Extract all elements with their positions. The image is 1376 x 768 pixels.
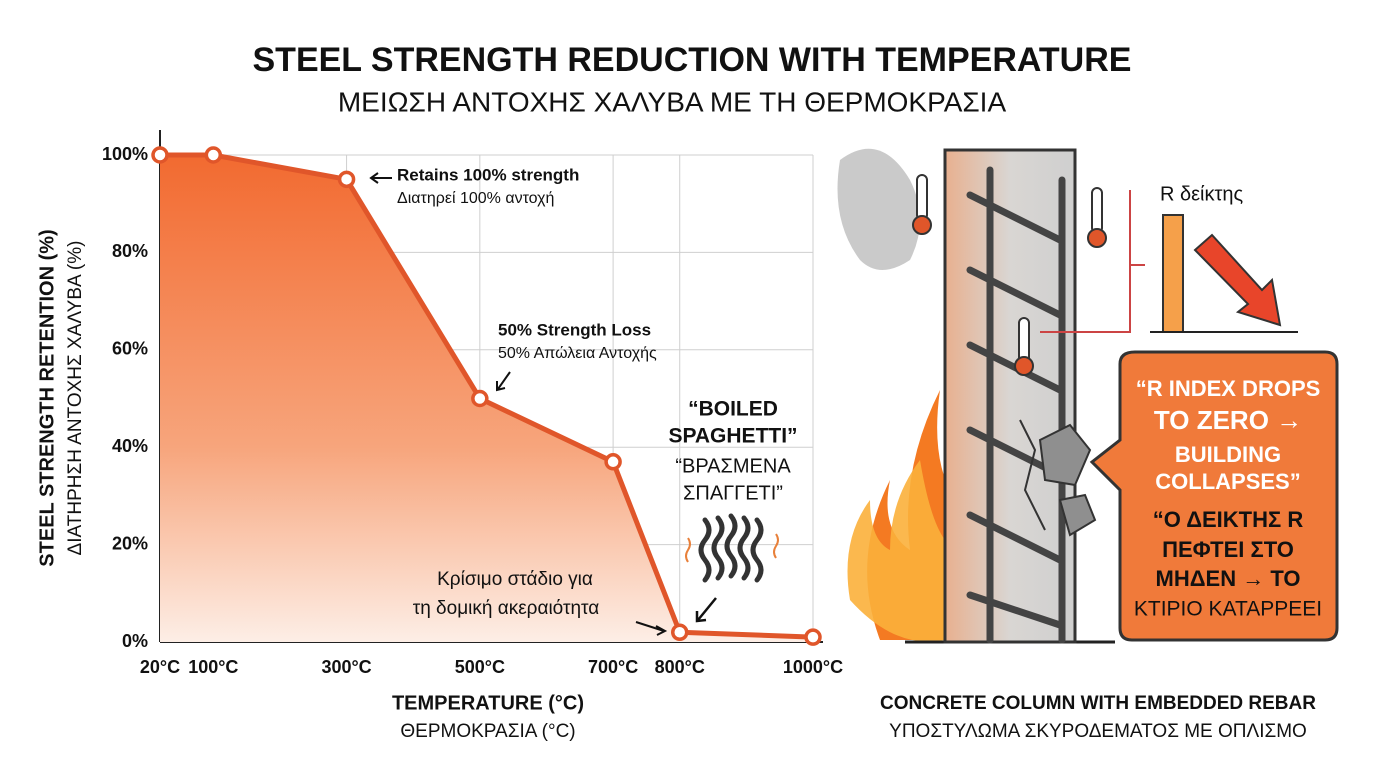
- annotation: SPAGHETTI”: [668, 425, 797, 448]
- callout-box: [1089, 350, 1339, 642]
- y-tick-label: 40%: [112, 436, 148, 456]
- x-axis-title: TEMPERATURE (°C): [392, 692, 584, 714]
- thermometer: [912, 174, 1107, 376]
- arrow: [496, 371, 511, 392]
- callout-line: ΠΕΦΤΕΙ ΣΤΟ: [1162, 537, 1294, 562]
- r-index-bar: [1162, 214, 1184, 333]
- data-point: [151, 146, 169, 164]
- data-point: [670, 623, 689, 642]
- data-point: [804, 628, 822, 646]
- x-tick-label: 100°C: [188, 657, 238, 677]
- x-axis-subtitle: ΘΕΡΜΟΚΡΑΣΙΑ (°C): [400, 721, 575, 742]
- callout-line: COLLAPSES”: [1155, 469, 1300, 494]
- down-arrow: [1193, 233, 1282, 327]
- annotation: ΣΠΑΓΓΕΤΙ”: [683, 482, 783, 504]
- annotation: “BOILED: [688, 398, 778, 421]
- annotation: Retains 100% strength: [397, 165, 579, 184]
- y-tick-label: 60%: [112, 339, 148, 359]
- y-tick-label: 0%: [122, 631, 148, 651]
- title: STEEL STRENGTH REDUCTION WITH TEMPERATUR…: [253, 41, 1132, 79]
- annotation: τη δομική ακεραιότητα: [413, 598, 600, 619]
- callout-line: ΜΗΔΕΝ → ΤΟ: [1156, 566, 1301, 591]
- caption-secondary: ΥΠΟΣΤΥΛΩΜΑ ΣΚΥΡΟΔΕΜΑΤΟΣ ΜΕ ΟΠΛΙΣΜΟ: [889, 721, 1307, 742]
- steam: [685, 533, 779, 563]
- flame: [847, 460, 945, 642]
- area: [160, 155, 813, 642]
- x-tick-label: 800°C: [655, 657, 705, 677]
- annotation: “ΒΡΑΣΜΕΝΑ: [675, 455, 791, 477]
- arrow: [635, 621, 668, 636]
- annotation: 50% Strength Loss: [498, 320, 651, 339]
- y-tick-label: 100%: [102, 144, 148, 164]
- x-tick-label: 300°C: [321, 657, 371, 677]
- x-tick-label: 1000°C: [783, 657, 843, 677]
- x-tick-label: 20°C: [140, 657, 180, 677]
- annotation: Διατηρεί 100% αντοχή: [397, 190, 554, 207]
- callout-line: BUILDING: [1175, 442, 1281, 467]
- callout-line: “Ο ΔΕΙΚΤΗΣ R: [1153, 507, 1304, 532]
- connector: [1040, 190, 1145, 333]
- data-point: [604, 453, 622, 471]
- y-axis-subtitle: ΔΙΑΤΗΡΗΣΗ ΑΝΤΟΧΗΣ ΧΑΛΥΒΑ (%): [65, 241, 86, 556]
- concrete-column: [943, 148, 1077, 644]
- y-tick-label: 20%: [112, 533, 148, 553]
- smoke: [837, 148, 920, 270]
- callout-line: “R INDEX DROPS: [1136, 376, 1321, 401]
- arrow: [695, 597, 717, 623]
- spaghetti-icon: [698, 513, 764, 583]
- data-point: [337, 170, 356, 189]
- r-index-label: R δείκτης: [1160, 183, 1244, 205]
- annotation: Κρίσιμο στάδιο για: [437, 569, 593, 590]
- data-point: [204, 146, 223, 164]
- caption: CONCRETE COLUMN WITH EMBEDDED REBAR: [880, 693, 1316, 714]
- illustration: R δείκτης “R INDEX DROPS TO ZERO → BUILD…: [837, 148, 1339, 742]
- subtitle: ΜΕΙΩΣΗ ΑΝΤΟΧΗΣ ΧΑΛΥΒΑ ΜΕ ΤΗ ΘΕΡΜΟΚΡΑΣΙΑ: [338, 86, 1007, 117]
- y-axis-title: STEEL STRENGTH RETENTION (%): [36, 229, 58, 566]
- annotation: 50% Απώλεια Αντοχής: [498, 345, 657, 362]
- y-tick-label: 80%: [112, 241, 148, 261]
- callout-text: “R INDEX DROPS TO ZERO → BUILDING COLLAP…: [1134, 376, 1322, 621]
- x-tick-label: 500°C: [455, 657, 505, 677]
- debris: [1038, 423, 1097, 537]
- data-point: [471, 389, 489, 408]
- x-tick-label: 700°C: [588, 657, 638, 677]
- callout-line: ΚΤΙΡΙΟ ΚΑΤΑΡΡΕΕΙ: [1134, 598, 1322, 621]
- callout-line: TO ZERO →: [1154, 405, 1302, 435]
- arrow: [369, 172, 392, 184]
- crack: [1019, 419, 1046, 531]
- annotations: Retains 100% strength Διατηρεί 100% αντο…: [369, 165, 798, 636]
